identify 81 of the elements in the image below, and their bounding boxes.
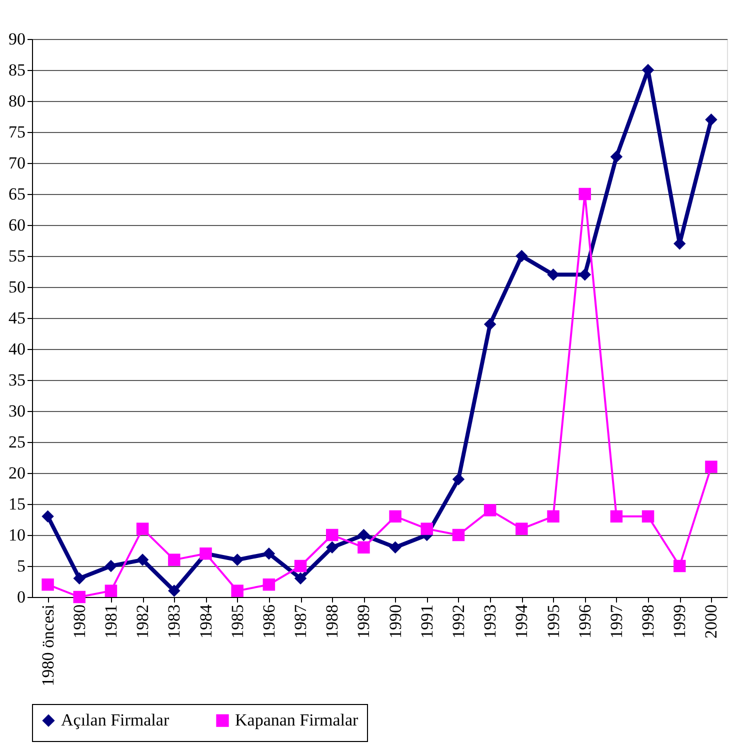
point [104,560,118,572]
x-tick-label: 1989 [354,604,374,638]
y-tick-label: 70 [8,154,26,172]
point [547,510,560,523]
x-tick-label: 1987 [291,604,310,638]
x-tick-label: 1980 öncesi [38,604,58,686]
x-tick-label: 1985 [228,604,247,638]
x-tick-label: 1988 [322,604,342,638]
x-tick-label: 1983 [164,604,184,638]
x-tick-label: 1997 [606,604,626,638]
point [389,541,402,554]
y-tick-label: 15 [8,494,26,514]
x-tick-label: 1981 [101,604,120,638]
point [42,510,54,523]
y-tick-label: 30 [8,402,26,420]
point [168,584,180,597]
y-tick-label: 25 [8,432,26,452]
x-tick-label: 1982 [133,604,152,638]
point [231,554,244,566]
point [262,547,276,560]
x-tick-label: 1995 [544,604,563,638]
point [673,560,686,572]
point [484,504,496,516]
y-tick-label: 75 [8,122,26,142]
point [452,473,465,486]
y-tick-label: 40 [8,340,26,358]
y-tick-label: 80 [8,92,26,110]
point [136,522,149,535]
point [231,584,244,597]
x-tick-label: 1990 [386,604,405,638]
point [610,510,623,523]
y-tick-label: 35 [8,370,26,390]
point [547,268,560,281]
point [578,188,591,200]
y-tick-label: 10 [8,526,26,544]
x-tick-label: 1998 [638,604,658,638]
point [262,578,276,591]
point [294,572,307,585]
x-tick-label: 1984 [196,604,216,638]
point [358,541,370,554]
point [389,510,402,523]
x-tick-label: 1994 [512,604,532,638]
x-tick-label: 1986 [259,604,278,638]
y-tick-label: 90 [8,30,26,48]
x-tick-label: 2000 [702,604,721,638]
y-tick-label: 55 [8,246,26,266]
legend-label: Açılan Firmalar [61,710,170,730]
point [326,541,338,554]
point [136,554,149,566]
point [420,522,434,535]
y-tick-label: 50 [8,278,26,296]
point [705,113,718,126]
point [484,318,496,330]
point [516,522,528,535]
point [516,250,528,262]
x-tick-label: 1999 [670,604,690,638]
point [42,578,54,591]
point [294,560,307,572]
point [358,528,370,542]
point [452,528,465,542]
point [73,590,86,604]
legend-label: Kapanan Firmalar [235,710,359,730]
x-tick-label: 1991 [417,604,436,638]
y-tick-label: 20 [8,464,26,482]
y-tick-label: 60 [8,216,26,234]
point [610,150,623,163]
y-tick-label: 45 [8,308,26,328]
y-tick-label: 5 [17,556,26,576]
x-tick-label: 1980 [70,604,89,638]
y-tick-label: 0 [17,588,26,606]
x-tick-label: 1993 [480,604,500,638]
point [168,554,180,566]
point [104,584,118,597]
point [642,510,654,523]
y-tick-label: 85 [8,60,26,80]
x-tick-label: 1992 [448,604,468,638]
y-tick-label: 65 [8,184,26,204]
point [705,460,718,473]
point [326,528,338,542]
point [73,572,86,585]
x-tick-label: 1996 [575,604,594,638]
